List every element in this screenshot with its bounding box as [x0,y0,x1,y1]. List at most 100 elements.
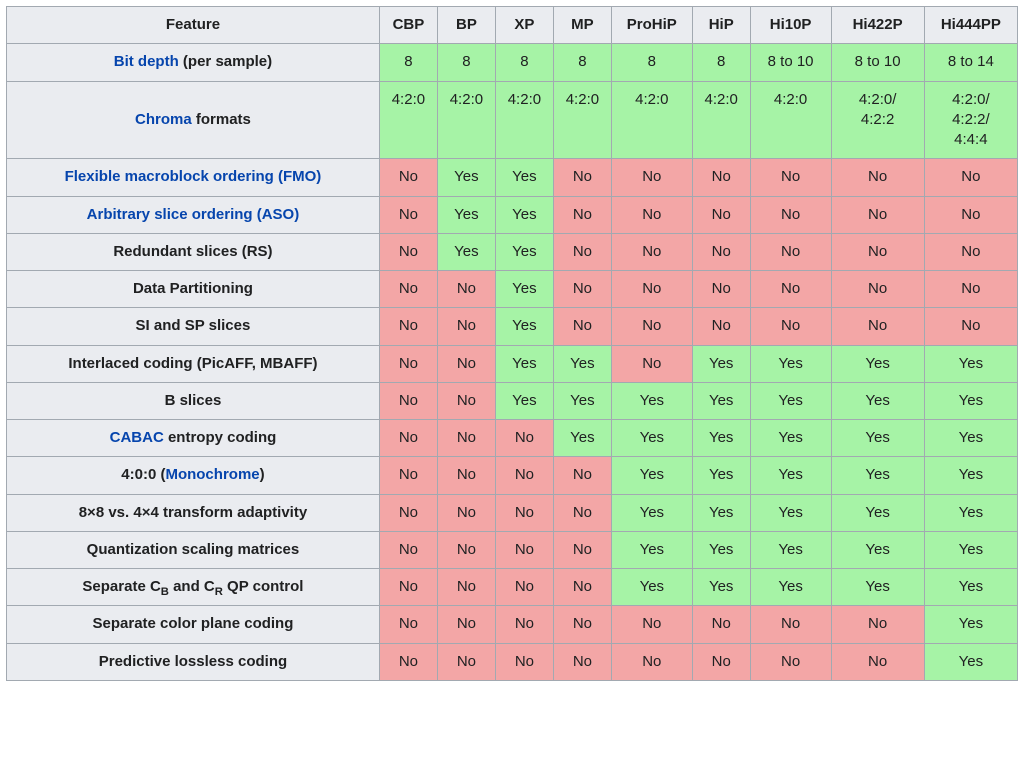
cell-value: Yes [924,382,1017,419]
cell-value: 8 to 10 [831,44,924,81]
cell-value: Yes [750,345,831,382]
feature-text: 8×8 vs. 4×4 transform adaptivity [79,504,307,521]
feature-text: Interlaced coding (PicAFF, MBAFF) [68,355,317,372]
cell-value: 8 [692,44,750,81]
feature-link[interactable]: Flexible macroblock ordering (FMO) [65,168,322,185]
table-row: Data PartitioningNoNoYesNoNoNoNoNoNo [7,271,1018,308]
table-row: B slicesNoNoYesYesYesYesYesYesYes [7,382,1018,419]
cell-value: No [611,159,692,196]
table-row: Quantization scaling matricesNoNoNoNoYes… [7,531,1018,568]
feature-text: ) [260,466,265,483]
cell-value: No [553,233,611,270]
feature-text: entropy coding [164,429,277,446]
table-row: 8×8 vs. 4×4 transform adaptivityNoNoNoNo… [7,494,1018,531]
cell-value: Yes [750,420,831,457]
cell-value: 4:2:0 [750,81,831,159]
cell-value: No [553,196,611,233]
cell-value: No [437,271,495,308]
cell-value: Yes [831,569,924,606]
cell-value: 4:2:0 [379,81,437,159]
table-row: Bit depth (per sample)8888888 to 108 to … [7,44,1018,81]
feature-label: Interlaced coding (PicAFF, MBAFF) [7,345,380,382]
cell-value: No [437,606,495,643]
col-header-feature: Feature [7,7,380,44]
cell-value: No [379,382,437,419]
feature-text: Quantization scaling matrices [87,541,300,558]
cell-value: Yes [611,457,692,494]
feature-label: Separate color plane coding [7,606,380,643]
cell-value: No [495,420,553,457]
feature-label: Predictive lossless coding [7,643,380,680]
table-row: Separate color plane codingNoNoNoNoNoNoN… [7,606,1018,643]
table-row: Arbitrary slice ordering (ASO)NoYesYesNo… [7,196,1018,233]
cell-value: No [379,420,437,457]
cell-value: No [379,345,437,382]
feature-link[interactable]: Bit depth [114,53,179,70]
cell-value: No [379,196,437,233]
cell-value: No [437,420,495,457]
feature-link[interactable]: Chroma [135,111,192,128]
cell-value: 8 [495,44,553,81]
cell-value: Yes [750,494,831,531]
cell-value: No [379,569,437,606]
cell-value: No [831,196,924,233]
cell-value: Yes [924,457,1017,494]
cell-value: Yes [553,420,611,457]
cell-value: Yes [831,457,924,494]
cell-value: No [379,606,437,643]
table-row: Interlaced coding (PicAFF, MBAFF)NoNoYes… [7,345,1018,382]
cell-value: No [379,159,437,196]
table-header-row: FeatureCBPBPXPMPProHiPHiPHi10PHi422PHi44… [7,7,1018,44]
feature-label: Flexible macroblock ordering (FMO) [7,159,380,196]
cell-value: Yes [692,531,750,568]
feature-text: (per sample) [179,53,272,70]
cell-value: No [437,308,495,345]
cell-value: Yes [692,345,750,382]
cell-value: Yes [692,569,750,606]
feature-link[interactable]: CABAC [110,429,164,446]
cell-value: No [924,233,1017,270]
feature-link[interactable]: Arbitrary slice ordering (ASO) [87,206,300,223]
cell-value: Yes [437,196,495,233]
cell-value: Yes [611,420,692,457]
cell-value: No [495,569,553,606]
cell-value: No [437,531,495,568]
table-row: Separate CB and CR QP controlNoNoNoNoYes… [7,569,1018,606]
feature-label: Bit depth (per sample) [7,44,380,81]
cell-value: No [495,531,553,568]
feature-link[interactable]: Monochrome [165,466,259,483]
feature-label: Arbitrary slice ordering (ASO) [7,196,380,233]
cell-value: No [831,643,924,680]
col-header-CBP: CBP [379,7,437,44]
table-row: 4:0:0 (Monochrome)NoNoNoNoYesYesYesYesYe… [7,457,1018,494]
col-header-ProHiP: ProHiP [611,7,692,44]
cell-value: 4:2:0/4:2:2 [831,81,924,159]
cell-value: No [924,308,1017,345]
cell-value: No [611,233,692,270]
cell-value: Yes [831,382,924,419]
table-row: Flexible macroblock ordering (FMO)NoYesY… [7,159,1018,196]
cell-value: Yes [750,569,831,606]
cell-value: No [379,643,437,680]
cell-value: No [495,643,553,680]
cell-value: No [437,643,495,680]
cell-value: Yes [692,494,750,531]
cell-value: Yes [924,643,1017,680]
feature-label: Redundant slices (RS) [7,233,380,270]
cell-value: No [750,643,831,680]
cell-value: Yes [611,494,692,531]
cell-value: Yes [924,531,1017,568]
cell-value: No [437,569,495,606]
feature-label: 4:0:0 (Monochrome) [7,457,380,494]
col-header-HiP: HiP [692,7,750,44]
feature-text: SI and SP slices [136,317,251,334]
cell-value: 4:2:0 [495,81,553,159]
cell-value: No [495,606,553,643]
cell-value: Yes [750,457,831,494]
table-row: Chroma formats4:2:04:2:04:2:04:2:04:2:04… [7,81,1018,159]
cell-value: No [553,494,611,531]
feature-text: formats [192,111,251,128]
feature-label: SI and SP slices [7,308,380,345]
cell-value: Yes [750,382,831,419]
cell-value: No [750,271,831,308]
